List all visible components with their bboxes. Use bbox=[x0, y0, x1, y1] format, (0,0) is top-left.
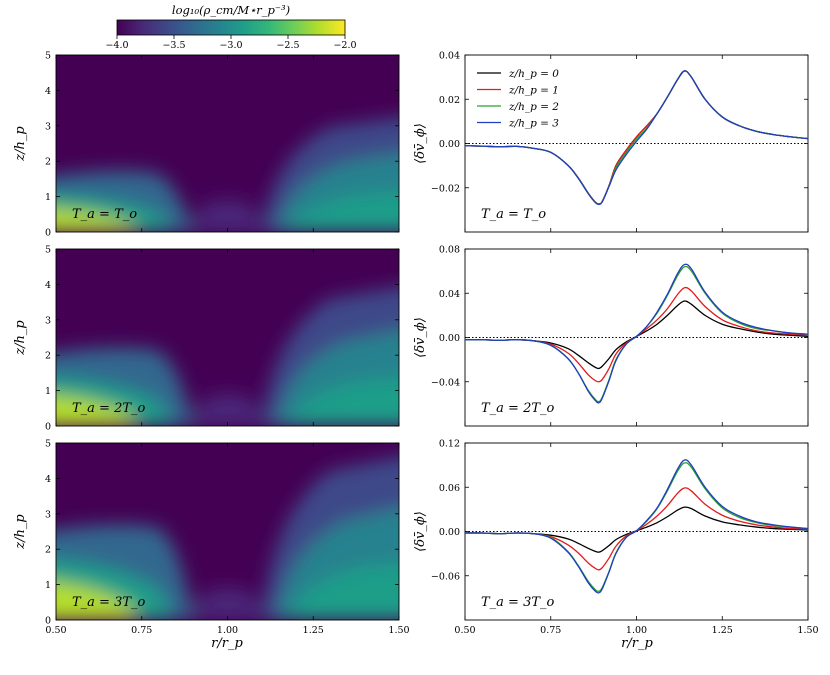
chart-annotation: T_a = T_o bbox=[481, 207, 546, 222]
colorbar-tick-label: −4.0 bbox=[105, 40, 128, 51]
map-annotation: T_a = 3T_o bbox=[72, 595, 146, 610]
colorbar-tick-label: −2.5 bbox=[276, 40, 299, 51]
map-density-field bbox=[56, 456, 399, 620]
velocity-chart-3: −0.06 0.00 0.06 0.12 0.50 0.75 1.00 1.25 1.50 ⟨δv… bbox=[413, 439, 819, 637]
map-ytick-label: 2 bbox=[45, 545, 51, 556]
map-ytick-label: 3 bbox=[45, 315, 51, 326]
gap-region bbox=[193, 200, 262, 232]
legend-label-z3: z/h_p = 3 bbox=[508, 118, 559, 130]
map-xtick-label: 1.25 bbox=[303, 625, 324, 636]
series-line-z3 bbox=[464, 70, 809, 206]
inner-disk-core bbox=[56, 208, 139, 232]
colorbar-tick-label: −3.0 bbox=[219, 40, 242, 51]
density-map-2 bbox=[56, 249, 399, 426]
map-ylabel: z/h_p bbox=[13, 514, 28, 550]
series-line-z3 bbox=[464, 459, 809, 594]
chart-ytick-label: 0.04 bbox=[439, 51, 460, 62]
chart-ytick-label: 0.00 bbox=[439, 333, 460, 344]
legend: z/h_p = 0 z/h_p = 1 z/h_p = 2 z/h_p = 3 bbox=[477, 68, 559, 130]
map-ytick-label: 2 bbox=[45, 351, 51, 362]
map-xtick-label: 0.75 bbox=[131, 625, 152, 636]
inner-disk-core bbox=[56, 395, 139, 426]
map-ytick-label: 0 bbox=[45, 616, 51, 627]
series-line-z0 bbox=[464, 506, 809, 553]
chart-xtick-label: 0.50 bbox=[454, 625, 475, 636]
colorbar-label: log₁₀(ρ_cm/M⋆r_p⁻³) bbox=[172, 3, 290, 17]
series-line-z3 bbox=[464, 263, 809, 404]
map-ytick-label: 3 bbox=[45, 121, 51, 132]
map-ylabel: z/h_p bbox=[13, 126, 28, 162]
colorbar: log₁₀(ρ_cm/M⋆r_p⁻³) −4.0 −3.5 −3.0 −2.5 −2.0 bbox=[105, 3, 356, 51]
map-density-field bbox=[56, 117, 399, 232]
chart-ytick-label: 0.00 bbox=[439, 527, 460, 538]
chart-xtick-label: 1.50 bbox=[797, 625, 818, 636]
chart-ytick-label: 0.06 bbox=[439, 483, 460, 494]
chart-xlabel: r/r_p bbox=[621, 636, 653, 651]
chart-ytick-label: 0.08 bbox=[439, 245, 460, 256]
map-ytick-label: 0 bbox=[45, 228, 51, 239]
map-ytick-label: 3 bbox=[45, 509, 51, 520]
chart-ytick-label: −0.02 bbox=[431, 183, 460, 194]
chart-xtick-label: 1.00 bbox=[626, 625, 647, 636]
map-annotation: T_a = 2T_o bbox=[72, 401, 146, 416]
legend-label-z2: z/h_p = 2 bbox=[508, 101, 559, 113]
map-xtick-label: 1.00 bbox=[217, 625, 238, 636]
chart-annotation: T_a = 2T_o bbox=[481, 401, 555, 416]
map-ytick-label: 0 bbox=[45, 422, 51, 433]
chart-ytick-label: 0.00 bbox=[439, 139, 460, 150]
density-map-1 bbox=[56, 55, 399, 232]
chart-ytick-label: 0.04 bbox=[439, 289, 460, 300]
gap-region bbox=[193, 588, 262, 620]
inner-disk-core bbox=[56, 582, 139, 620]
velocity-chart-2: −0.04 0.00 0.04 0.08 ⟨δv̄_ϕ⟩ T_a = 2T_o bbox=[413, 245, 809, 427]
map-xlabel: r/r_p bbox=[211, 636, 243, 651]
chart-xtick-label: 1.25 bbox=[712, 625, 733, 636]
map-ytick-label: 2 bbox=[45, 157, 51, 168]
chart-ytick-label: 0.02 bbox=[439, 95, 460, 106]
map-xtick-label: 0.50 bbox=[45, 625, 66, 636]
map-ytick-label: 5 bbox=[45, 439, 51, 450]
map-ylabel: z/h_p bbox=[13, 320, 28, 356]
legend-label-z1: z/h_p = 1 bbox=[508, 85, 559, 97]
map-density-field bbox=[56, 287, 399, 426]
chart-annotation: T_a = 3T_o bbox=[481, 595, 555, 610]
outer-disk-core bbox=[289, 192, 399, 232]
map-ytick-label: 1 bbox=[45, 580, 51, 591]
chart-ylabel: ⟨δv̄_ϕ⟩ bbox=[413, 511, 428, 552]
gap-region bbox=[193, 394, 262, 426]
chart-ytick-label: 0.12 bbox=[439, 439, 460, 450]
legend-label-z0: z/h_p = 0 bbox=[508, 68, 559, 80]
colorbar-tick-label: −3.5 bbox=[162, 40, 185, 51]
colorbar-tick-label: −2.0 bbox=[333, 40, 356, 51]
map-ytick-label: 1 bbox=[45, 386, 51, 397]
velocity-charts: −0.02 0.00 0.02 0.04 ⟨δv̄_ϕ⟩ T_a = T_o −0.04 0.… bbox=[413, 51, 819, 637]
map-ytick-label: 4 bbox=[45, 474, 51, 485]
outer-disk-core bbox=[289, 377, 399, 426]
chart-ylabel: ⟨δv̄_ϕ⟩ bbox=[413, 317, 428, 358]
chart-ytick-label: −0.06 bbox=[431, 571, 460, 582]
chart-ylabel: ⟨δv̄_ϕ⟩ bbox=[413, 123, 428, 164]
velocity-chart-1: −0.02 0.00 0.02 0.04 ⟨δv̄_ϕ⟩ T_a = T_o bbox=[413, 51, 809, 233]
chart-ytick-label: −0.04 bbox=[431, 377, 460, 388]
chart-xtick-label: 0.75 bbox=[540, 625, 561, 636]
colorbar-ticks: −4.0 −3.5 −3.0 −2.5 −2.0 bbox=[105, 35, 357, 51]
density-map-3 bbox=[56, 443, 399, 620]
colorbar-gradient bbox=[116, 19, 346, 36]
density-maps: 0 1 2 3 4 5 z/h_p T_a = T_o 0 1 2 3 4 5 z/h_p T_a = 2T_… bbox=[13, 51, 410, 637]
outer-disk-core bbox=[289, 563, 399, 620]
map-annotation: T_a = T_o bbox=[72, 207, 137, 222]
map-ytick-label: 5 bbox=[45, 245, 51, 256]
map-ytick-label: 4 bbox=[45, 280, 51, 291]
map-ytick-label: 1 bbox=[45, 192, 51, 203]
map-ytick-label: 5 bbox=[45, 51, 51, 62]
map-xtick-label: 1.50 bbox=[388, 625, 409, 636]
map-ytick-label: 4 bbox=[45, 86, 51, 97]
